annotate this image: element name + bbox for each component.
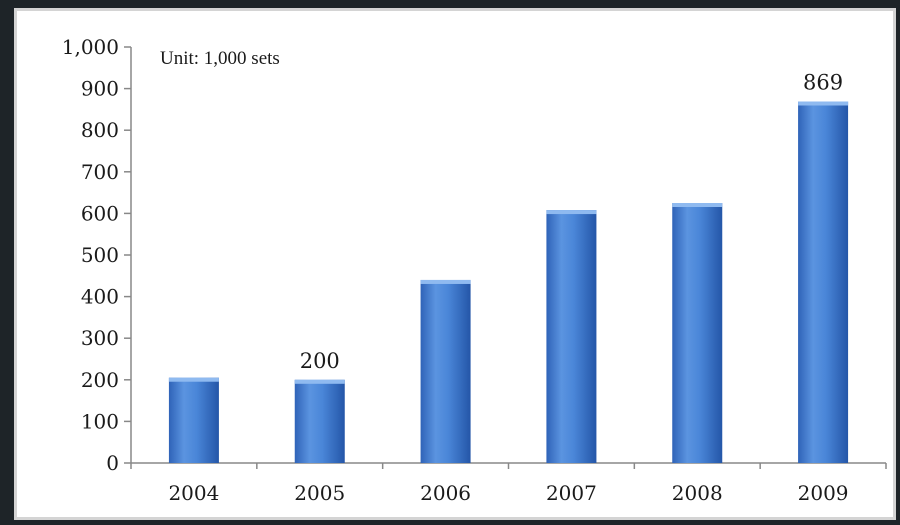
bar-top-highlight [420, 279, 471, 284]
x-tick-label: 2004 [168, 481, 219, 505]
data-label: 869 [803, 70, 843, 94]
y-tick-label: 0 [106, 451, 119, 475]
bar-top-highlight [798, 101, 849, 106]
bar-top-highlight [294, 379, 345, 384]
x-tick-label: 2008 [672, 481, 723, 505]
x-tick-label: 2007 [546, 481, 597, 505]
y-tick-label: 500 [81, 243, 119, 267]
y-axis-ticks: 0 100 200 300 400 500 600 700 800 900 1,000 [62, 35, 131, 475]
x-tick-label: 2009 [798, 481, 849, 505]
bar-top-highlight [168, 377, 219, 382]
bars [168, 101, 849, 463]
y-tick-label: 1,000 [62, 35, 119, 59]
bar-top-highlight [546, 210, 597, 215]
y-tick-label: 300 [81, 326, 119, 350]
y-tick-label: 700 [81, 160, 119, 184]
bar-2009 [798, 101, 849, 463]
y-tick-label: 600 [81, 201, 119, 225]
data-label: 200 [300, 349, 340, 373]
x-axis-ticks: 2004 2005 2006 2007 2008 2009 [130, 463, 887, 505]
y-tick-label: 400 [81, 285, 119, 309]
x-tick-label: 2006 [420, 481, 471, 505]
data-labels: 200 869 [300, 70, 843, 372]
bar-2005 [294, 379, 345, 463]
bar-2008 [672, 203, 723, 463]
bar-top-highlight [672, 203, 723, 207]
y-tick-label: 100 [81, 409, 119, 433]
bar-2004 [168, 377, 219, 463]
unit-note: Unit: 1,000 sets [160, 48, 280, 69]
bar-2007 [546, 210, 597, 463]
y-tick-label: 200 [81, 368, 119, 392]
y-tick-label: 800 [81, 118, 119, 142]
y-tick-label: 900 [81, 77, 119, 101]
x-tick-label: 2005 [294, 481, 345, 505]
bar-2006 [420, 279, 471, 463]
